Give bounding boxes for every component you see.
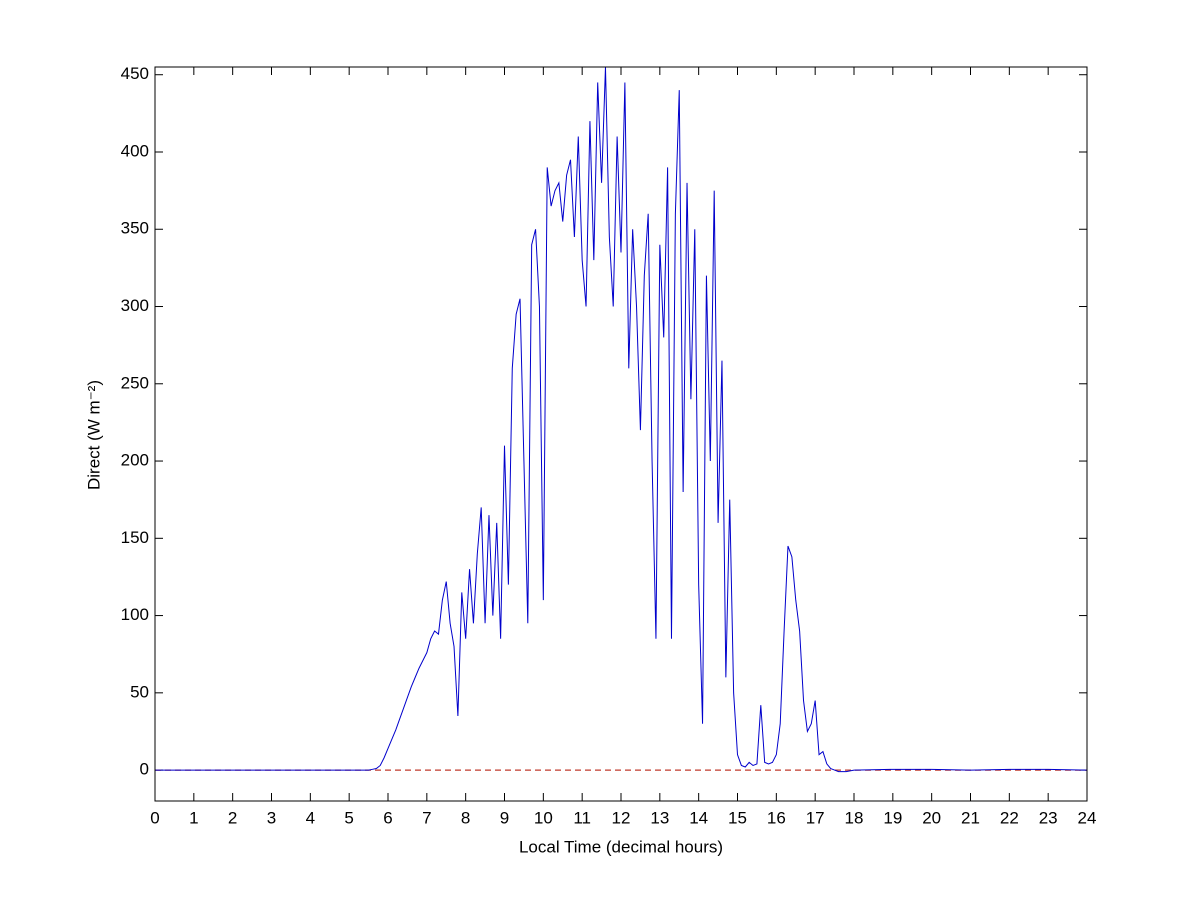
- y-tick-label: 200: [121, 451, 149, 470]
- y-tick-label: 300: [121, 296, 149, 315]
- x-tick-label: 24: [1078, 808, 1097, 827]
- x-tick-label: 20: [922, 808, 941, 827]
- x-tick-label: 22: [1000, 808, 1019, 827]
- x-tick-label: 17: [806, 808, 825, 827]
- x-tick-label: 21: [961, 808, 980, 827]
- y-tick-label: 400: [121, 141, 149, 160]
- x-tick-label: 9: [500, 808, 509, 827]
- y-tick-label: 100: [121, 605, 149, 624]
- x-tick-label: 12: [612, 808, 631, 827]
- x-tick-label: 8: [461, 808, 470, 827]
- x-tick-label: 13: [650, 808, 669, 827]
- x-tick-label: 5: [344, 808, 353, 827]
- y-tick-label: 250: [121, 373, 149, 392]
- x-tick-label: 1: [189, 808, 198, 827]
- x-tick-label: 2: [228, 808, 237, 827]
- y-tick-label: 350: [121, 219, 149, 238]
- x-tick-label: 6: [383, 808, 392, 827]
- y-tick-label: 50: [130, 682, 149, 701]
- x-tick-label: 4: [306, 808, 315, 827]
- x-tick-label: 19: [883, 808, 902, 827]
- x-tick-label: 0: [150, 808, 159, 827]
- y-tick-label: 450: [121, 64, 149, 83]
- y-tick-label: 0: [140, 760, 149, 779]
- x-tick-label: 14: [689, 808, 708, 827]
- y-tick-label: 150: [121, 528, 149, 547]
- y-axis-label: Direct (W m⁻²): [84, 380, 103, 490]
- x-axis-label: Local Time (decimal hours): [519, 837, 723, 856]
- data-line: [155, 66, 1088, 773]
- x-tick-label: 23: [1039, 808, 1058, 827]
- x-tick-label: 15: [728, 808, 747, 827]
- x-tick-label: 11: [573, 808, 591, 827]
- x-tick-label: 18: [845, 808, 864, 827]
- plot-frame: [154, 66, 1088, 802]
- x-tick-label: 3: [267, 808, 276, 827]
- x-tick-label: 16: [767, 808, 786, 827]
- x-tick-label: 7: [422, 808, 431, 827]
- x-tick-label: 10: [534, 808, 553, 827]
